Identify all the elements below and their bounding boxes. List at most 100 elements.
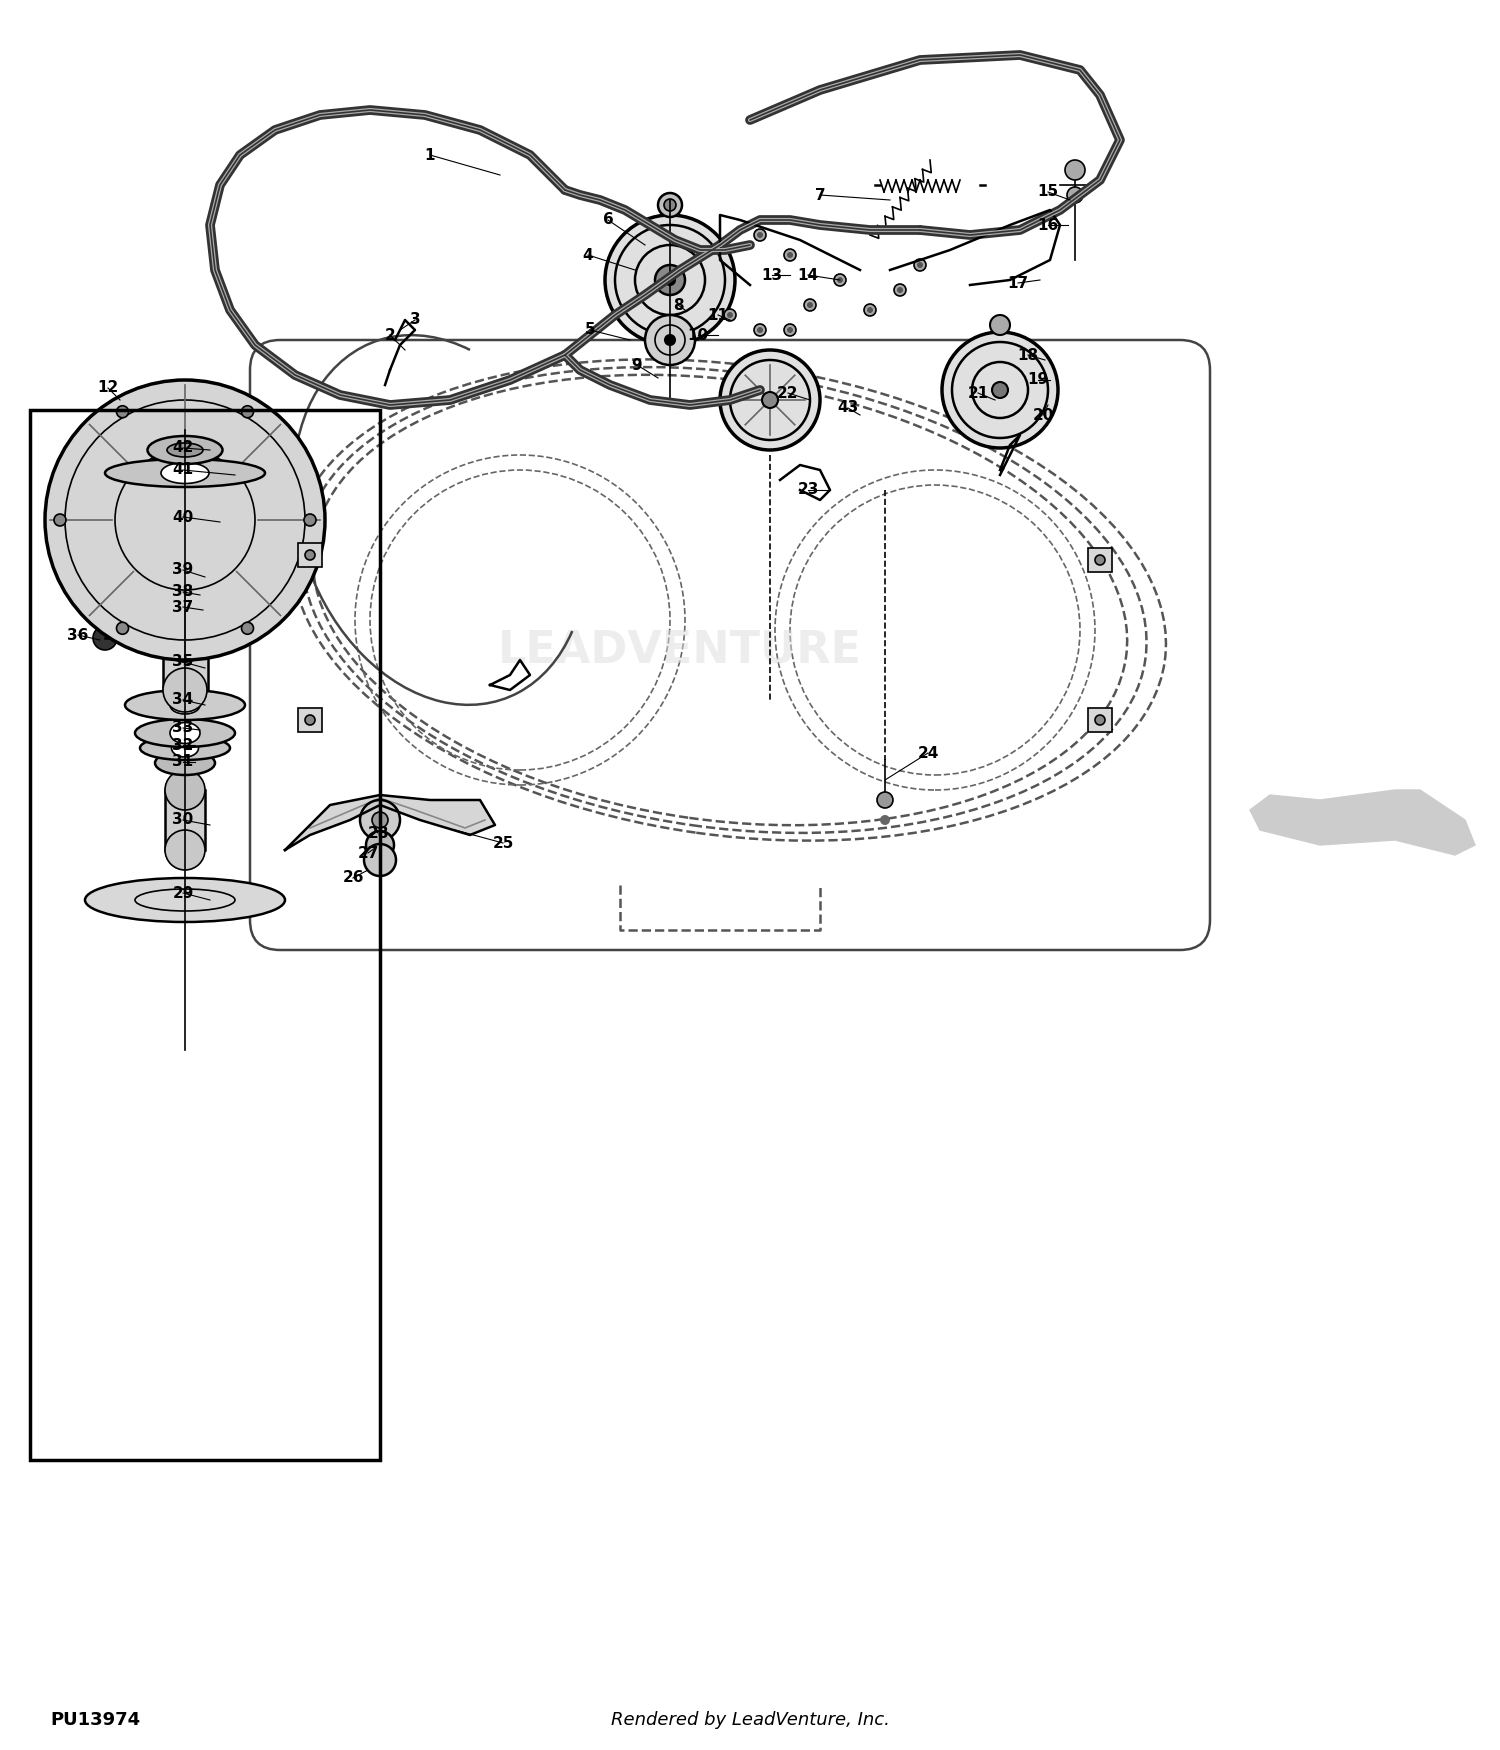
Circle shape xyxy=(304,514,316,527)
Text: 33: 33 xyxy=(172,721,194,735)
Text: 34: 34 xyxy=(172,693,194,707)
Circle shape xyxy=(1065,159,1084,180)
Text: 1: 1 xyxy=(424,147,435,163)
Circle shape xyxy=(117,406,129,418)
Circle shape xyxy=(788,252,794,257)
Circle shape xyxy=(916,262,922,268)
Text: 41: 41 xyxy=(172,462,194,478)
Circle shape xyxy=(372,812,388,828)
Circle shape xyxy=(1095,555,1106,565)
Bar xyxy=(298,542,322,567)
Text: 27: 27 xyxy=(357,845,378,861)
Circle shape xyxy=(834,275,846,285)
Text: 42: 42 xyxy=(172,441,194,455)
Text: 28: 28 xyxy=(368,826,388,840)
Text: 8: 8 xyxy=(672,298,684,313)
Text: 35: 35 xyxy=(172,654,194,670)
Circle shape xyxy=(164,668,207,712)
Circle shape xyxy=(758,233,764,238)
Circle shape xyxy=(242,623,254,634)
Circle shape xyxy=(837,276,843,284)
Text: 3: 3 xyxy=(410,313,420,327)
Text: 37: 37 xyxy=(172,600,194,614)
Circle shape xyxy=(45,380,326,660)
Text: 29: 29 xyxy=(172,886,194,901)
Circle shape xyxy=(804,299,816,311)
Circle shape xyxy=(360,800,401,840)
Ellipse shape xyxy=(160,462,209,483)
Text: 30: 30 xyxy=(172,812,194,828)
Text: 12: 12 xyxy=(98,380,118,396)
Circle shape xyxy=(54,514,66,527)
Ellipse shape xyxy=(154,751,214,775)
Text: 2: 2 xyxy=(384,327,396,343)
Bar xyxy=(164,640,209,690)
Circle shape xyxy=(864,304,876,317)
Circle shape xyxy=(658,192,682,217)
Circle shape xyxy=(720,350,821,450)
Circle shape xyxy=(366,831,394,859)
Text: 4: 4 xyxy=(582,247,594,262)
Circle shape xyxy=(754,229,766,242)
Text: 32: 32 xyxy=(172,737,194,752)
Ellipse shape xyxy=(124,690,244,719)
Bar xyxy=(298,709,322,731)
Circle shape xyxy=(728,312,734,318)
Text: 39: 39 xyxy=(172,562,194,578)
Polygon shape xyxy=(1250,789,1474,856)
Bar xyxy=(1088,709,1112,731)
Circle shape xyxy=(165,830,206,870)
Text: 26: 26 xyxy=(342,870,364,886)
Text: 40: 40 xyxy=(172,509,194,525)
Text: 13: 13 xyxy=(762,268,783,282)
Circle shape xyxy=(990,315,1010,334)
Text: 10: 10 xyxy=(687,327,708,343)
Circle shape xyxy=(304,716,315,724)
Circle shape xyxy=(942,332,1058,448)
Ellipse shape xyxy=(86,878,285,922)
Text: 43: 43 xyxy=(837,401,858,415)
Bar xyxy=(1088,548,1112,572)
Text: 15: 15 xyxy=(1038,184,1059,200)
Ellipse shape xyxy=(135,719,236,747)
Circle shape xyxy=(1066,187,1083,203)
Circle shape xyxy=(754,324,766,336)
Circle shape xyxy=(664,200,676,212)
Circle shape xyxy=(656,264,686,296)
Circle shape xyxy=(788,327,794,332)
Text: 31: 31 xyxy=(172,754,194,770)
Circle shape xyxy=(784,248,796,261)
Text: 22: 22 xyxy=(777,385,798,401)
Ellipse shape xyxy=(170,696,200,714)
Ellipse shape xyxy=(130,597,240,625)
Circle shape xyxy=(93,626,117,649)
Circle shape xyxy=(724,310,736,320)
Text: 11: 11 xyxy=(708,308,729,322)
Text: 21: 21 xyxy=(968,385,988,401)
Text: 17: 17 xyxy=(1008,275,1029,290)
Ellipse shape xyxy=(124,560,244,590)
Ellipse shape xyxy=(147,436,222,464)
Text: LEADVENTURE: LEADVENTURE xyxy=(498,628,862,672)
Ellipse shape xyxy=(142,583,226,607)
Circle shape xyxy=(645,315,694,366)
Text: 38: 38 xyxy=(172,584,194,600)
Circle shape xyxy=(914,259,926,271)
Text: 20: 20 xyxy=(1032,408,1053,422)
Circle shape xyxy=(164,618,207,662)
Text: 36: 36 xyxy=(68,628,88,642)
Circle shape xyxy=(992,382,1008,397)
Bar xyxy=(30,410,380,1460)
Circle shape xyxy=(1095,716,1106,724)
Circle shape xyxy=(117,623,129,634)
Text: 18: 18 xyxy=(1017,348,1038,362)
Text: 24: 24 xyxy=(918,746,939,761)
Circle shape xyxy=(304,550,315,560)
Text: 23: 23 xyxy=(798,483,819,497)
Circle shape xyxy=(762,392,778,408)
Circle shape xyxy=(867,306,873,313)
Text: 5: 5 xyxy=(585,322,596,338)
Text: 9: 9 xyxy=(632,357,642,373)
Text: Rendered by LeadVenture, Inc.: Rendered by LeadVenture, Inc. xyxy=(610,1712,890,1729)
Text: PU13974: PU13974 xyxy=(50,1712,140,1729)
